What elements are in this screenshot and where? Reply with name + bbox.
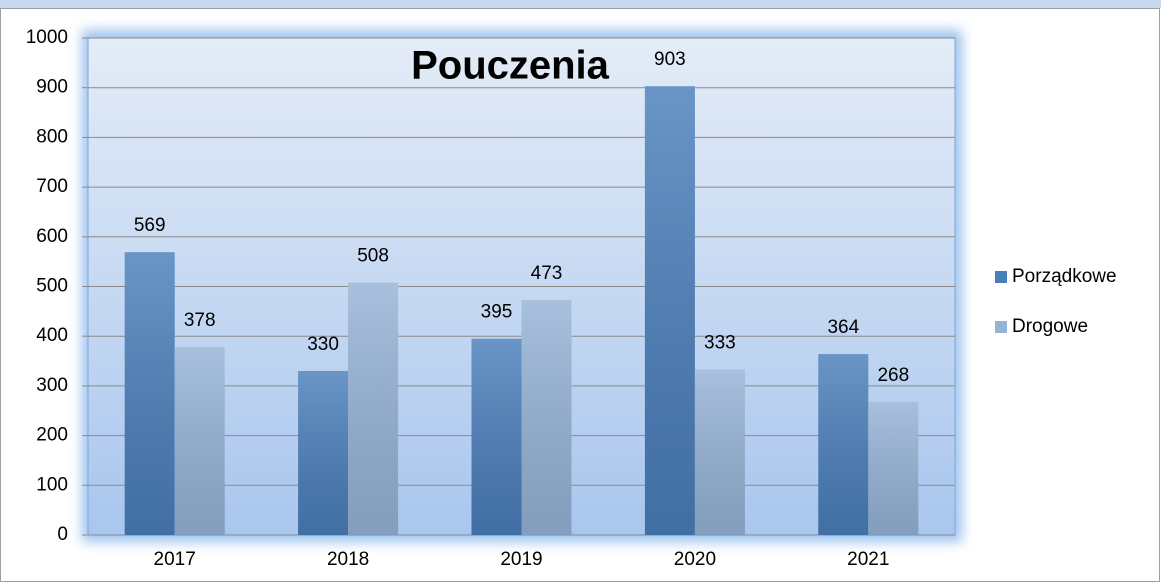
x-tick-label: 2017 (154, 549, 196, 570)
legend-label: Drogowe (1012, 316, 1088, 337)
bar-shade (471, 338, 522, 535)
x-tick-label: 2021 (847, 549, 889, 570)
legend-label: Porządkowe (1012, 266, 1117, 287)
bar-shade (124, 252, 175, 535)
bar-shade (521, 299, 572, 535)
value-label: 903 (654, 49, 686, 70)
value-label: 364 (827, 317, 859, 338)
legend-swatch (995, 321, 1007, 333)
bar-shade (694, 369, 745, 535)
x-tick-label: 2020 (674, 549, 716, 570)
y-tick-label: 800 (36, 126, 68, 147)
bar-shade (174, 347, 225, 535)
value-label: 473 (531, 263, 563, 284)
value-label: 508 (357, 246, 389, 267)
y-tick-label: 200 (36, 425, 68, 446)
bar-shade (868, 401, 919, 535)
legend-swatch (995, 271, 1007, 283)
y-tick-label: 0 (57, 524, 68, 545)
bar-shade (818, 354, 869, 535)
value-label: 268 (877, 365, 909, 386)
bar-shade (644, 86, 695, 536)
top-strip (0, 0, 1161, 8)
frame (0, 8, 1160, 582)
y-tick-label: 900 (36, 77, 68, 98)
y-tick-label: 500 (36, 276, 68, 297)
value-label: 378 (184, 310, 216, 331)
bar-shade (348, 282, 399, 535)
value-label: 330 (307, 334, 339, 355)
bar-shade (298, 370, 349, 535)
y-tick-label: 1000 (26, 27, 68, 48)
x-tick-label: 2018 (327, 549, 369, 570)
chart-title: Pouczenia (411, 44, 610, 88)
y-tick-label: 300 (36, 375, 68, 396)
y-tick-label: 400 (36, 325, 68, 346)
y-tick-label: 700 (36, 176, 68, 197)
y-tick-label: 600 (36, 226, 68, 247)
value-label: 569 (134, 215, 166, 236)
x-tick-label: 2019 (500, 549, 542, 570)
y-tick-label: 100 (36, 474, 68, 495)
value-label: 333 (704, 333, 736, 354)
value-label: 395 (481, 302, 513, 323)
